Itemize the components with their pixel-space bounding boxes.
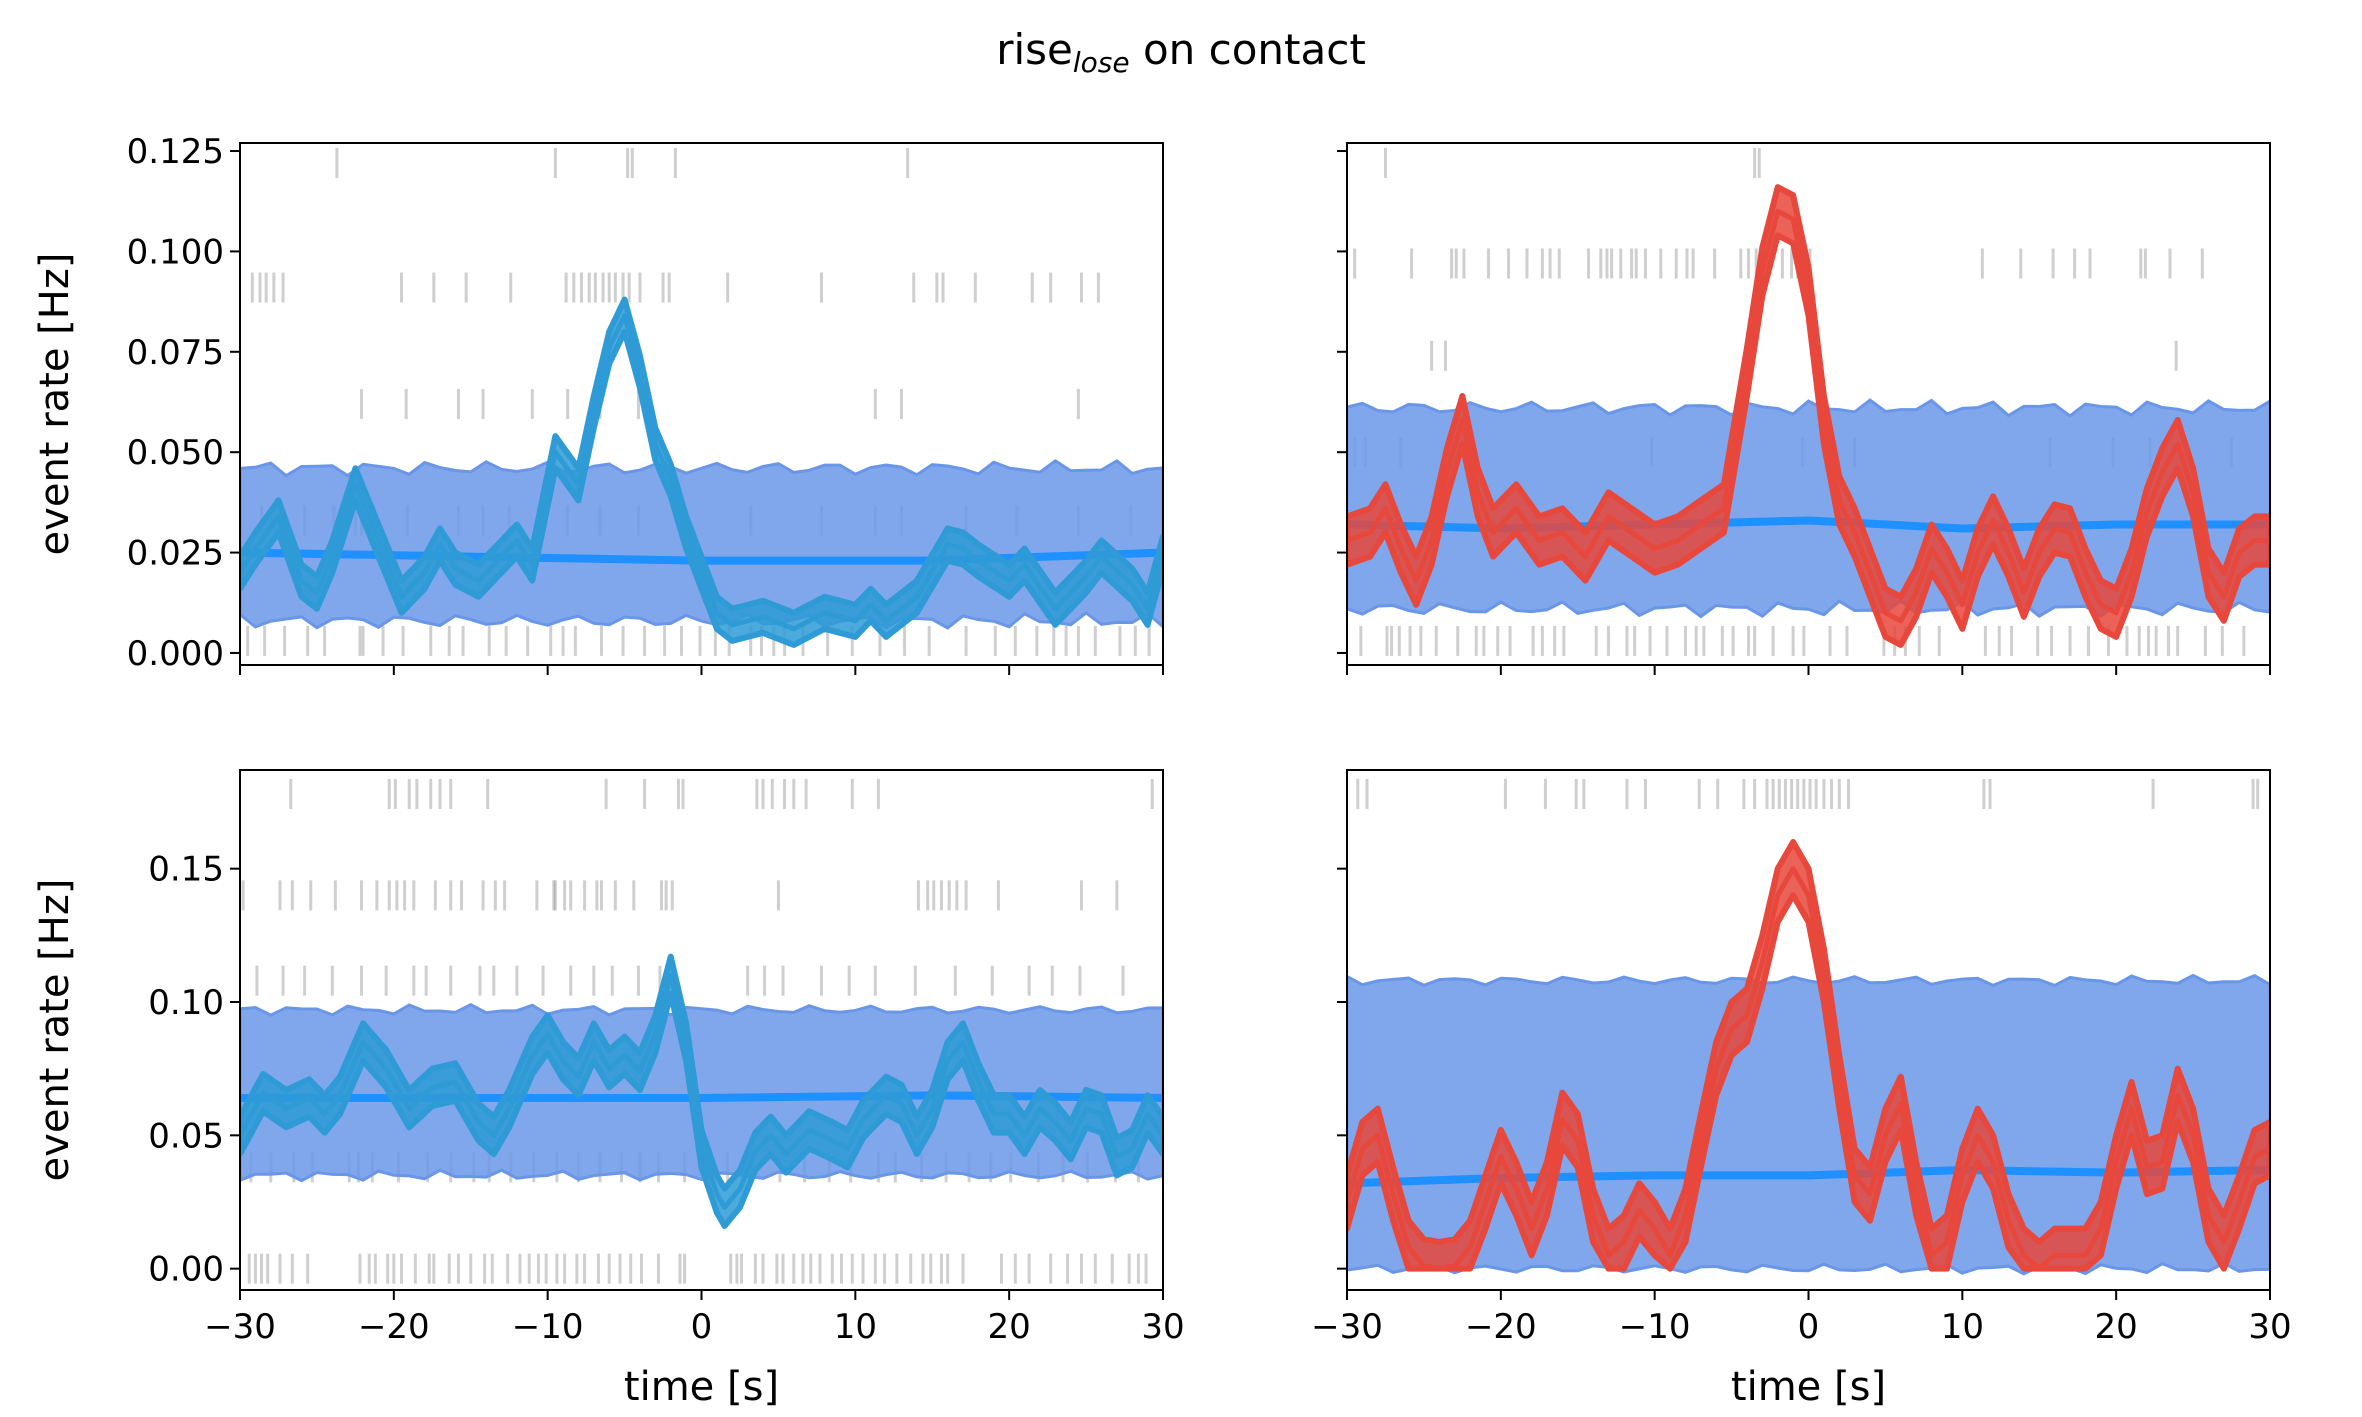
title-subscript: lose [1073,46,1130,79]
title-rest: on contact [1130,25,1366,74]
plot-area [1347,148,2270,656]
null-band [240,1002,1163,1183]
null-mean-line [240,1091,1163,1102]
y-tick-label: 0.00 [148,1250,224,1290]
panel-top-right [1337,142,2271,675]
x-tick-label: 10 [1941,1307,1984,1347]
panel-bottom-right: −30 −20 −10 0 10 20 30 time [s] [1311,769,2292,1410]
x-tick-label: 10 [834,1307,877,1347]
x-tick-label: 0 [1798,1307,1820,1347]
x-tick-label: −20 [1465,1307,1537,1347]
y-tick-label: 0.15 [148,850,224,890]
x-tick-label: −20 [358,1307,430,1347]
x-tick-label: 30 [1141,1307,1184,1347]
y-axis-label: event rate [Hz] [32,879,78,1182]
panel-top-left: 0.000 0.025 0.050 0.075 0.100 0.125 event rate… [32,132,1164,675]
panel-bottom-left: −30 −20 −10 0 10 20 30 0.00 0.05 0.10 0.15 time [s]… [32,769,1185,1410]
y-axis-label: event rate [Hz] [32,253,78,556]
y-tick-label: 0.050 [127,433,224,473]
signal-line [240,313,1163,632]
signal-band [1347,184,2270,648]
signal-line [1347,208,2270,624]
x-axis-label: time [s] [624,1364,779,1410]
x-tick-label: 20 [2095,1307,2138,1347]
y-tick-label: 0.000 [127,634,224,674]
figure-title: riselose on contact [996,25,1366,79]
title-main: rise [996,25,1073,74]
plot-area [240,148,1163,656]
x-tick-label: −30 [204,1307,276,1347]
y-tick-label: 0.05 [148,1116,224,1156]
signal-band [240,296,1163,648]
x-axis-label: time [s] [1731,1364,1886,1410]
null-band [1347,973,2270,1276]
signal-line [240,972,1163,1210]
x-tick-label: −10 [512,1307,584,1347]
y-tick-label: 0.10 [148,983,224,1023]
x-tick-label: 30 [2248,1307,2291,1347]
y-tick-label: 0.125 [127,132,224,172]
y-tick-label: 0.100 [127,232,224,272]
signal-band [1347,839,2270,1272]
y-tick-label: 0.075 [127,333,224,373]
plot-area [240,779,1163,1284]
x-tick-label: 20 [988,1307,1031,1347]
x-tick-label: −30 [1311,1307,1383,1347]
plot-area [1347,779,2270,1276]
y-tick-label: 0.025 [127,534,224,574]
x-tick-label: −10 [1619,1307,1691,1347]
x-tick-label: 0 [691,1307,713,1347]
signal-line [1347,866,2270,1272]
